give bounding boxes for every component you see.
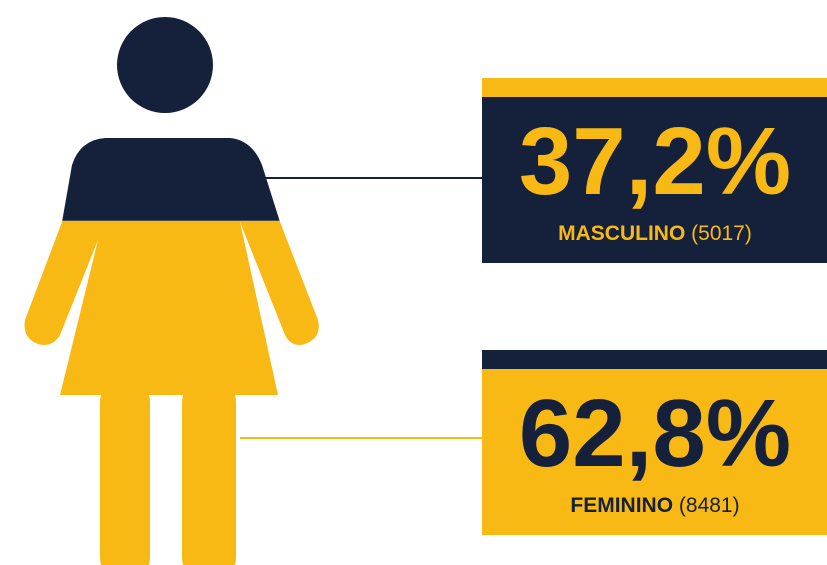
count: (8481) (679, 494, 740, 517)
fill-segment (24, 220, 319, 565)
percent: 37,2% (519, 108, 791, 215)
category: MASCULINO (558, 222, 685, 245)
percent: 62,8% (519, 380, 791, 487)
boxes: 37,2% MASCULINO (5017) 62,8% FEMININO (8481… (240, 78, 827, 535)
box (482, 97, 827, 263)
box-strip (482, 350, 827, 369)
label: MASCULINO (5017) (558, 222, 752, 245)
box (482, 369, 827, 535)
category: FEMININO (570, 494, 673, 517)
count: (5017) (691, 222, 752, 245)
fill-segment (24, 17, 319, 221)
person-icon (24, 17, 319, 565)
box-strip (482, 78, 827, 97)
label: FEMININO (8481) (570, 494, 739, 517)
